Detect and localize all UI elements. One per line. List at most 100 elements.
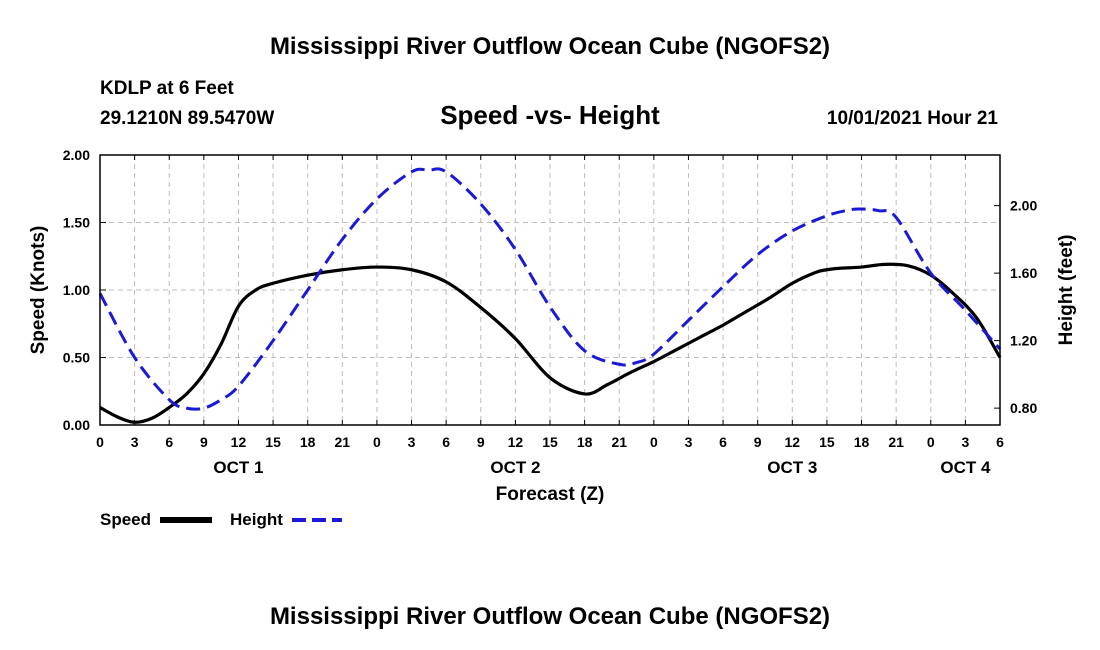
data-point-speed: [169, 407, 170, 408]
data-point-speed: [342, 269, 343, 270]
data-point-speed: [792, 283, 793, 284]
data-point-speed: [515, 338, 516, 339]
data-point-speed: [746, 311, 747, 312]
data-point-speed: [953, 294, 954, 295]
data-point-speed: [838, 268, 839, 269]
data-point-speed: [584, 393, 585, 394]
x-tick-label: 6: [165, 434, 173, 450]
data-point-height: [965, 310, 966, 311]
y-tick-label-right: 1.60: [1010, 265, 1037, 281]
x-tick-label: 12: [231, 434, 247, 450]
x-tick-label: 15: [819, 434, 835, 450]
data-point-speed: [307, 275, 308, 276]
data-point-height: [930, 273, 931, 274]
data-point-height: [480, 203, 481, 204]
legend-height-label: Height: [230, 510, 283, 529]
data-point-height: [342, 239, 343, 240]
date-label-oct-4: OCT 4: [940, 458, 991, 477]
x-tick-label: 0: [650, 434, 658, 450]
data-point-height: [636, 362, 637, 363]
x-tick-label: 3: [131, 434, 139, 450]
data-point-speed: [480, 307, 481, 308]
x-tick-label: 12: [785, 434, 801, 450]
data-point-speed: [376, 267, 377, 268]
data-point-speed: [815, 272, 816, 273]
x-tick-label: 21: [611, 434, 627, 450]
data-point-height: [723, 286, 724, 287]
data-point-height: [653, 354, 654, 355]
data-point-speed: [411, 269, 412, 270]
y-tick-label-right: 2.00: [1010, 198, 1037, 214]
x-ticks: 0 3 6 9 12 15 18 21 0 3 6 9 12 15 18 21 0 3 6 9 12 15 18 21 0 3 6: [96, 155, 1004, 450]
data-point-speed: [630, 372, 631, 373]
x-tick-label: 3: [961, 434, 969, 450]
x-tick-label: 0: [96, 434, 104, 450]
data-point-height: [861, 209, 862, 210]
data-point-speed: [446, 281, 447, 282]
data-point-height: [221, 399, 222, 400]
data-point-speed: [151, 418, 152, 419]
data-point-height: [411, 171, 412, 172]
x-tick-label: 6: [719, 434, 727, 450]
x-tick-label: 18: [300, 434, 316, 450]
data-point-speed: [607, 384, 608, 385]
data-point-speed: [907, 265, 908, 266]
data-point-height: [238, 386, 239, 387]
date-label-oct-1: OCT 1: [213, 458, 263, 477]
x-tick-label: 0: [373, 434, 381, 450]
y-tick-label-left: 0.50: [63, 350, 90, 366]
y-tick-label-right: 0.80: [1010, 400, 1037, 416]
data-point-speed: [700, 337, 701, 338]
date-label-oct-2: OCT 2: [490, 458, 540, 477]
x-tick-label: 6: [996, 434, 1004, 450]
series-line-speed: [99, 262, 1002, 424]
data-point-speed: [884, 264, 885, 265]
chart-title: Speed -vs- Height: [440, 100, 660, 130]
data-point-speed: [723, 325, 724, 326]
data-point-speed: [238, 306, 239, 307]
x-tick-label: 18: [854, 434, 870, 450]
series-layer: [98, 167, 1002, 424]
x-tick-label: 15: [542, 434, 558, 450]
legend-speed-label: Speed: [100, 510, 151, 529]
date-label-oct-3: OCT 3: [767, 458, 817, 477]
data-point-speed: [273, 283, 274, 284]
data-point-speed: [186, 393, 187, 394]
station-label: KDLP at 6 Feet: [100, 78, 234, 99]
data-point-height: [688, 320, 689, 321]
y-tick-label-left: 1.00: [63, 282, 90, 298]
data-point-speed: [826, 269, 827, 270]
y-axis-label-left: Speed (Knots): [28, 226, 49, 355]
footer-title: Mississippi River Outflow Ocean Cube (NG…: [270, 603, 830, 630]
y-tick-label-left: 0.00: [63, 417, 90, 433]
datetime-label: 10/01/2021 Hour 21: [827, 108, 999, 129]
x-tick-label: 9: [754, 434, 762, 450]
x-tick-label: 21: [335, 434, 351, 450]
x-tick-label: 12: [508, 434, 524, 450]
data-point-height: [515, 249, 516, 250]
y-tick-label-right: 1.20: [1010, 333, 1037, 349]
legend: Speed Height: [100, 510, 342, 529]
data-point-speed: [255, 290, 256, 291]
y-tick-label-left: 1.50: [63, 215, 90, 231]
data-point-height: [428, 170, 429, 171]
y-tick-label-left: 2.00: [63, 147, 90, 163]
data-point-height: [792, 230, 793, 231]
data-point-height: [619, 364, 620, 365]
x-tick-label: 9: [200, 434, 208, 450]
data-point-speed: [976, 318, 977, 319]
data-point-height: [446, 171, 447, 172]
x-axis-label: Forecast (Z): [496, 484, 605, 505]
x-tick-label: 3: [408, 434, 416, 450]
data-point-height: [850, 209, 851, 210]
x-tick-label: 15: [265, 434, 281, 450]
data-point-height: [169, 399, 170, 400]
page-title: Mississippi River Outflow Ocean Cube (NG…: [270, 33, 830, 60]
data-point-height: [584, 350, 585, 351]
y-axis-label-right: Height (feet): [1056, 235, 1077, 346]
data-point-height: [186, 408, 187, 409]
data-point-speed: [203, 373, 204, 374]
data-point-height: [878, 210, 879, 211]
x-tick-label: 18: [577, 434, 593, 450]
